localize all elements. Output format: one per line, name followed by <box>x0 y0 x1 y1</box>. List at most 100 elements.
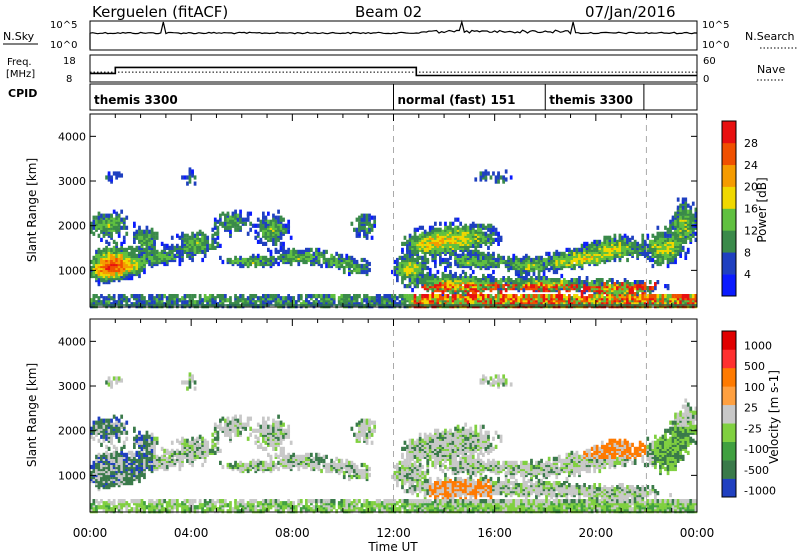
heatmap-cell <box>613 296 617 301</box>
heatmap-cell <box>130 499 134 504</box>
heatmap-cell <box>545 294 548 299</box>
heatmap-cell <box>193 181 197 186</box>
heatmap-cell <box>555 255 559 260</box>
heatmap-cell <box>451 221 455 226</box>
heatmap-cell <box>279 225 283 230</box>
heatmap-cell <box>115 476 119 482</box>
heatmap-cell <box>459 221 463 226</box>
heatmap-cell <box>482 223 485 228</box>
heatmap-cell <box>469 273 473 279</box>
heatmap-cell <box>125 215 129 220</box>
heatmap-cell <box>434 227 437 232</box>
heatmap-cell <box>143 247 146 252</box>
heatmap-cell <box>206 235 210 240</box>
heatmap-cell <box>469 294 473 299</box>
heatmap-cell <box>471 294 475 299</box>
heatmap-cell <box>135 450 139 455</box>
heatmap-cell <box>327 257 331 263</box>
heatmap-cell <box>186 294 189 299</box>
heatmap-cell <box>117 505 121 510</box>
heatmap-cell <box>436 269 440 275</box>
heatmap-cell <box>570 296 574 301</box>
heatmap-cell <box>112 414 116 419</box>
heatmap-cell <box>444 294 447 299</box>
heatmap-cell <box>674 253 677 258</box>
heatmap-cell <box>659 231 662 236</box>
heatmap-cell <box>423 284 427 289</box>
heatmap-cell <box>439 227 442 232</box>
heatmap-cell <box>133 436 136 441</box>
heatmap-cell <box>127 456 131 461</box>
heatmap-cell <box>451 273 455 279</box>
heatmap-cell <box>520 282 523 287</box>
heatmap-cell <box>664 294 667 299</box>
heatmap-cell <box>170 294 174 299</box>
heatmap-cell <box>664 225 667 230</box>
heatmap-cell <box>623 282 627 287</box>
heatmap-cell <box>259 255 263 260</box>
heatmap-cell <box>241 217 245 222</box>
heatmap-cell <box>125 436 129 441</box>
heatmap-cell <box>638 243 642 248</box>
heatmap-cell <box>449 276 452 281</box>
heatmap-cell <box>608 278 612 283</box>
heatmap-cell <box>262 219 265 224</box>
heatmap-cell <box>170 300 174 305</box>
heatmap-cell <box>666 233 670 238</box>
heatmap-cell <box>282 300 285 305</box>
power-colorbar-label: Power [dB] <box>755 177 769 242</box>
heatmap-cell <box>350 296 354 301</box>
heatmap-cell <box>133 221 136 226</box>
heatmap-cell <box>499 235 503 240</box>
heatmap-cell <box>588 286 591 291</box>
heatmap-cell <box>669 219 672 224</box>
heatmap-cell <box>213 237 217 242</box>
heatmap-cell <box>239 298 242 303</box>
heatmap-cell <box>595 239 599 244</box>
heatmap-cell <box>398 294 402 299</box>
heatmap-cell <box>138 298 141 303</box>
heatmap-cell <box>181 257 184 263</box>
heatmap-cell <box>125 296 129 301</box>
heatmap-cell <box>100 499 103 504</box>
heatmap-cell <box>239 255 242 260</box>
heatmap-cell <box>125 247 129 252</box>
heatmap-cell <box>603 247 607 252</box>
heatmap-cell <box>636 241 640 246</box>
heatmap-cell <box>532 278 536 283</box>
heatmap-cell <box>403 253 407 258</box>
heatmap-cell <box>681 209 685 214</box>
heatmap-cell <box>436 276 440 281</box>
heatmap-cell <box>484 276 488 281</box>
heatmap-cell <box>522 255 526 260</box>
heatmap-cell <box>360 263 364 269</box>
heatmap-cell <box>127 450 131 455</box>
heatmap-cell <box>416 257 420 263</box>
colorbar-tick-label: 20 <box>744 181 758 194</box>
heatmap-cell <box>666 294 670 299</box>
heatmap-cell <box>239 261 242 267</box>
heatmap-cell <box>664 231 667 236</box>
heatmap-cell <box>406 304 409 309</box>
heatmap-cell <box>95 424 98 429</box>
heatmap-cell <box>135 294 139 299</box>
heatmap-cell <box>249 211 253 216</box>
heatmap-cell <box>181 304 184 309</box>
heatmap-cell <box>656 259 660 265</box>
heatmap-cell <box>262 241 265 246</box>
heatmap-cell <box>158 294 162 299</box>
heatmap-cell <box>97 428 101 433</box>
heatmap-cell <box>466 276 470 281</box>
heatmap-cell <box>358 221 361 226</box>
heatmap-cell <box>413 257 417 263</box>
cpid-segment-1: normal (fast) 151 <box>398 93 516 107</box>
heatmap-cell <box>138 436 141 441</box>
heatmap-cell <box>464 253 468 258</box>
heatmap-cell <box>127 251 131 256</box>
heatmap-cell <box>355 217 359 222</box>
heatmap-cell <box>363 263 366 269</box>
heatmap-cell <box>575 284 579 289</box>
heatmap-cell <box>494 231 498 236</box>
heatmap-cell <box>125 231 129 236</box>
heatmap-cell <box>307 294 311 299</box>
